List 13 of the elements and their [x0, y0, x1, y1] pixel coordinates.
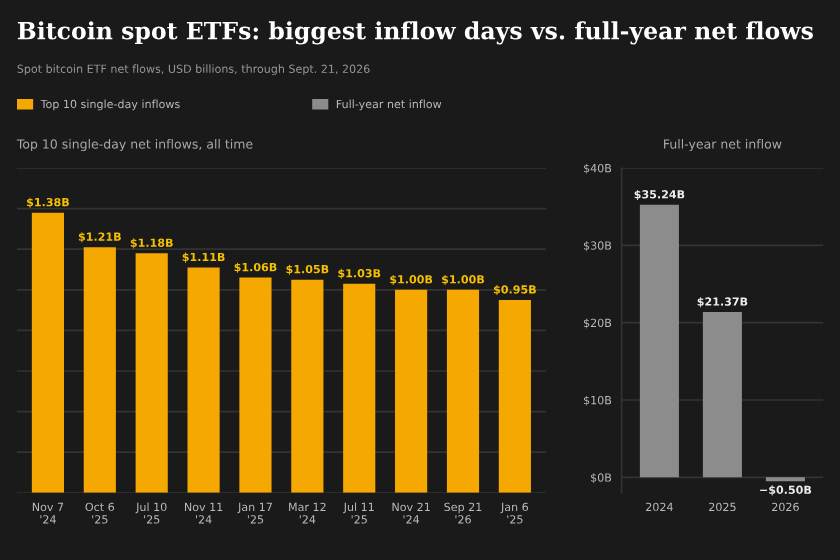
bar: [702, 312, 742, 478]
bar: [498, 299, 531, 493]
bar: [446, 289, 480, 493]
bar: [395, 289, 428, 493]
bar: [31, 212, 65, 493]
bar: [291, 279, 324, 493]
bar: [239, 277, 272, 493]
bar: [187, 267, 220, 493]
bar: [83, 247, 116, 493]
chart-title: Bitcoin spot ETFs: biggest inflow days vs. full-year net flows: [17, 21, 813, 45]
bar: [639, 204, 679, 478]
bar: [135, 253, 168, 493]
bar: [343, 283, 376, 493]
